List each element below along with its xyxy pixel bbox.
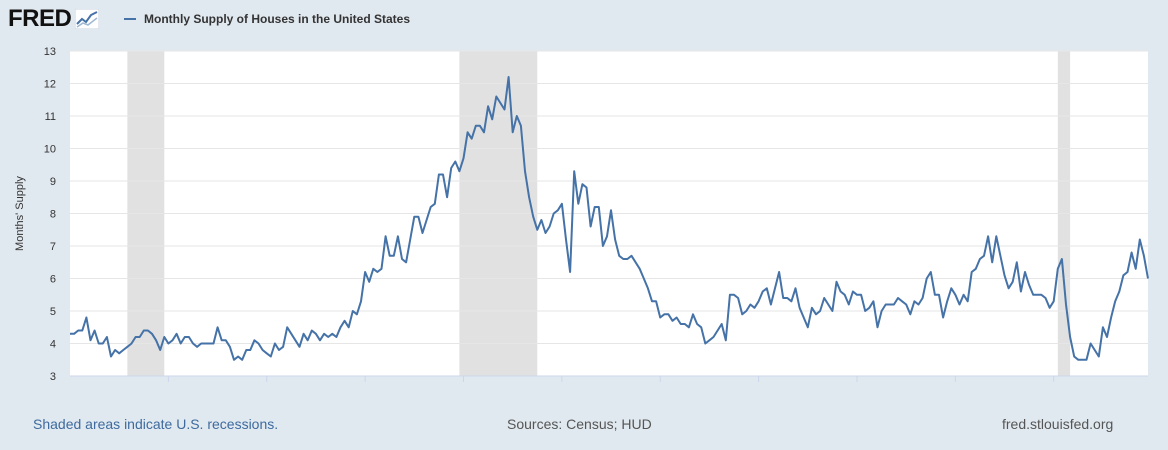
y-axis-title: Months' Supply (14, 176, 26, 251)
y-tick-label: 12 (44, 79, 56, 91)
y-tick-label: 4 (50, 339, 56, 351)
chart-header: FRED Monthly Supply of Houses in the Uni… (0, 0, 1168, 40)
line-chart: 3456789101112132002200420062008201020122… (14, 46, 1149, 383)
y-tick-label: 3 (50, 371, 56, 383)
y-tick-label: 7 (50, 241, 56, 253)
y-tick-label: 6 (50, 274, 56, 286)
y-tick-label: 5 (50, 306, 56, 318)
fred-url-link[interactable]: fred.stlouisfed.org (1002, 416, 1114, 432)
fred-logo[interactable]: FRED (8, 5, 100, 33)
y-tick-label: 8 (50, 209, 56, 221)
recession-note: Shaded areas indicate U.S. recessions. (33, 416, 279, 432)
y-tick-label: 10 (44, 144, 56, 156)
series-line (70, 76, 1149, 361)
y-tick-label: 11 (45, 111, 56, 123)
legend-swatch (124, 18, 136, 20)
legend-label: Monthly Supply of Houses in the United S… (144, 12, 411, 26)
line-graph-icon (75, 9, 100, 29)
fred-logo-text: FRED (8, 5, 72, 32)
y-tick-label: 13 (44, 46, 56, 58)
chart-legend: Monthly Supply of Houses in the United S… (124, 10, 410, 28)
sources-note: Sources: Census; HUD (507, 416, 652, 432)
y-tick-label: 9 (50, 176, 56, 188)
